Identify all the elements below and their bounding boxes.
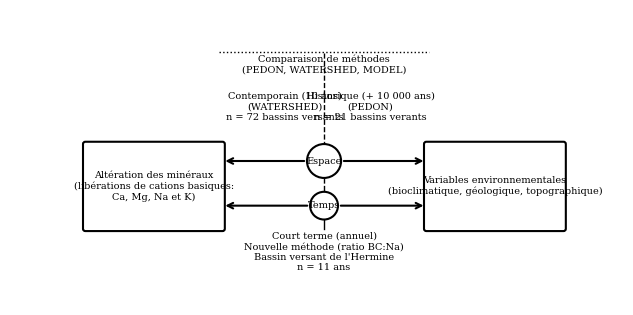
Text: Temps: Temps xyxy=(308,201,340,210)
Circle shape xyxy=(310,192,338,220)
Circle shape xyxy=(307,144,341,178)
Text: Contemporain (10 ans)
(WATERSHED)
n = 72 bassins versants: Contemporain (10 ans) (WATERSHED) n = 72… xyxy=(227,92,344,122)
Text: Comparaison de méthodes
(PEDON, WATERSHED, MODEL): Comparaison de méthodes (PEDON, WATERSHE… xyxy=(242,55,406,75)
Text: Variables environnementales
(bioclimatique, géologique, topographique): Variables environnementales (bioclimatiq… xyxy=(387,176,602,197)
Text: Espace: Espace xyxy=(306,157,342,165)
FancyBboxPatch shape xyxy=(83,142,225,231)
Text: Historique (+ 10 000 ans)
(PEDON)
n = 21 bassins verants: Historique (+ 10 000 ans) (PEDON) n = 21… xyxy=(306,92,435,122)
FancyBboxPatch shape xyxy=(424,142,566,231)
Text: Court terme (annuel)
Nouvelle méthode (ratio BC:Na)
Bassin versant de l'Hermine
: Court terme (annuel) Nouvelle méthode (r… xyxy=(244,232,404,272)
Text: Altération des minéraux
(libérations de cations basiques:
Ca, Mg, Na et K): Altération des minéraux (libérations de … xyxy=(74,171,234,202)
